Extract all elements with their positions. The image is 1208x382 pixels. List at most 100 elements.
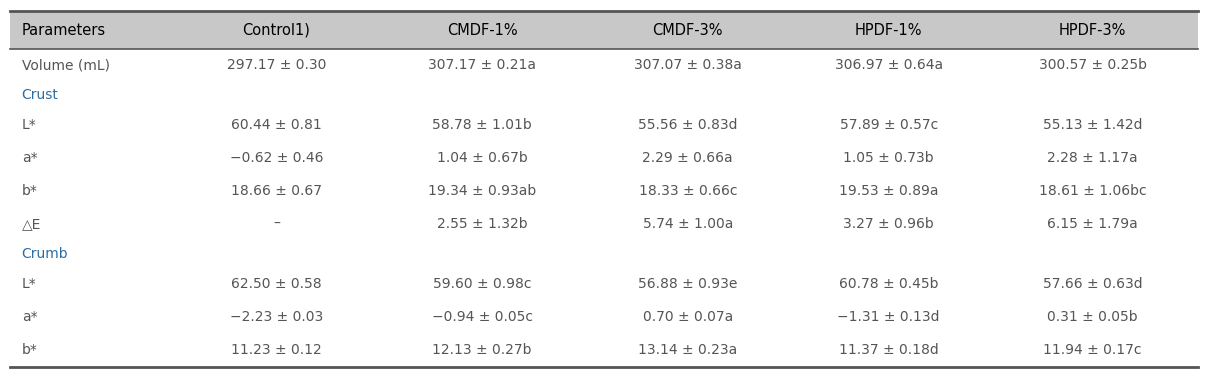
Text: 57.66 ± 0.63d: 57.66 ± 0.63d bbox=[1043, 277, 1143, 291]
Text: a*: a* bbox=[22, 151, 37, 165]
Text: 58.78 ± 1.01b: 58.78 ± 1.01b bbox=[432, 118, 532, 133]
Bar bbox=[174, 175, 379, 208]
Bar bbox=[379, 142, 585, 175]
Bar bbox=[10, 241, 174, 268]
Bar bbox=[987, 175, 1198, 208]
Bar bbox=[174, 109, 379, 142]
Text: 300.57 ± 0.25b: 300.57 ± 0.25b bbox=[1039, 58, 1146, 73]
Bar bbox=[585, 334, 790, 367]
Bar bbox=[174, 301, 379, 334]
Text: Control1): Control1) bbox=[243, 23, 310, 38]
Text: 56.88 ± 0.93e: 56.88 ± 0.93e bbox=[638, 277, 738, 291]
Bar bbox=[174, 142, 379, 175]
Bar bbox=[10, 301, 174, 334]
Text: −0.62 ± 0.46: −0.62 ± 0.46 bbox=[230, 151, 324, 165]
Bar bbox=[585, 109, 790, 142]
Bar bbox=[987, 49, 1198, 82]
Bar bbox=[585, 49, 790, 82]
Text: b*: b* bbox=[22, 185, 37, 198]
Bar bbox=[790, 49, 987, 82]
Bar bbox=[174, 82, 379, 109]
Bar bbox=[379, 82, 585, 109]
Text: 18.61 ± 1.06bc: 18.61 ± 1.06bc bbox=[1039, 185, 1146, 198]
Bar bbox=[10, 11, 174, 49]
Text: Parameters: Parameters bbox=[22, 23, 106, 38]
Text: 19.53 ± 0.89a: 19.53 ± 0.89a bbox=[838, 185, 939, 198]
Text: 3.27 ± 0.96b: 3.27 ± 0.96b bbox=[843, 217, 934, 231]
Text: HPDF-1%: HPDF-1% bbox=[855, 23, 923, 38]
Bar bbox=[10, 208, 174, 241]
Text: 55.13 ± 1.42d: 55.13 ± 1.42d bbox=[1043, 118, 1143, 133]
Text: −1.31 ± 0.13d: −1.31 ± 0.13d bbox=[837, 310, 940, 324]
Text: L*: L* bbox=[22, 118, 36, 133]
Bar bbox=[790, 241, 987, 268]
Text: 1.05 ± 0.73b: 1.05 ± 0.73b bbox=[843, 151, 934, 165]
Bar bbox=[174, 11, 379, 49]
Text: 13.14 ± 0.23a: 13.14 ± 0.23a bbox=[638, 343, 737, 357]
Bar bbox=[379, 241, 585, 268]
Bar bbox=[174, 49, 379, 82]
Text: 11.37 ± 0.18d: 11.37 ± 0.18d bbox=[838, 343, 939, 357]
Text: 1.04 ± 0.67b: 1.04 ± 0.67b bbox=[437, 151, 528, 165]
Text: 307.07 ± 0.38a: 307.07 ± 0.38a bbox=[634, 58, 742, 73]
Text: 2.28 ± 1.17a: 2.28 ± 1.17a bbox=[1047, 151, 1138, 165]
Text: 12.13 ± 0.27b: 12.13 ± 0.27b bbox=[432, 343, 532, 357]
Bar bbox=[379, 175, 585, 208]
Text: HPDF-3%: HPDF-3% bbox=[1059, 23, 1126, 38]
Text: 60.78 ± 0.45b: 60.78 ± 0.45b bbox=[838, 277, 939, 291]
Bar bbox=[987, 334, 1198, 367]
Bar bbox=[790, 175, 987, 208]
Text: 18.33 ± 0.66c: 18.33 ± 0.66c bbox=[639, 185, 737, 198]
Bar bbox=[585, 268, 790, 301]
Bar bbox=[379, 301, 585, 334]
Text: 307.17 ± 0.21a: 307.17 ± 0.21a bbox=[428, 58, 536, 73]
Text: Volume (mL): Volume (mL) bbox=[22, 58, 110, 73]
Bar bbox=[790, 82, 987, 109]
Text: −0.94 ± 0.05c: −0.94 ± 0.05c bbox=[431, 310, 533, 324]
Bar bbox=[379, 208, 585, 241]
Bar bbox=[10, 175, 174, 208]
Text: 60.44 ± 0.81: 60.44 ± 0.81 bbox=[231, 118, 321, 133]
Bar bbox=[585, 208, 790, 241]
Bar bbox=[790, 268, 987, 301]
Bar bbox=[10, 49, 174, 82]
Bar bbox=[585, 241, 790, 268]
Text: 0.31 ± 0.05b: 0.31 ± 0.05b bbox=[1047, 310, 1138, 324]
Bar bbox=[379, 11, 585, 49]
Bar bbox=[585, 82, 790, 109]
Text: 57.89 ± 0.57c: 57.89 ± 0.57c bbox=[840, 118, 937, 133]
Bar bbox=[10, 82, 174, 109]
Bar bbox=[987, 142, 1198, 175]
Bar bbox=[585, 11, 790, 49]
Bar bbox=[174, 208, 379, 241]
Text: 62.50 ± 0.58: 62.50 ± 0.58 bbox=[231, 277, 321, 291]
Bar bbox=[379, 268, 585, 301]
Text: 297.17 ± 0.30: 297.17 ± 0.30 bbox=[227, 58, 326, 73]
Bar bbox=[790, 334, 987, 367]
Text: △E: △E bbox=[22, 217, 41, 231]
Bar bbox=[987, 268, 1198, 301]
Text: 2.55 ± 1.32b: 2.55 ± 1.32b bbox=[437, 217, 528, 231]
Bar bbox=[10, 268, 174, 301]
Text: −2.23 ± 0.03: −2.23 ± 0.03 bbox=[230, 310, 324, 324]
Bar bbox=[987, 11, 1198, 49]
Bar bbox=[585, 301, 790, 334]
Text: a*: a* bbox=[22, 310, 37, 324]
Text: 306.97 ± 0.64a: 306.97 ± 0.64a bbox=[835, 58, 942, 73]
Bar bbox=[174, 241, 379, 268]
Text: b*: b* bbox=[22, 343, 37, 357]
Text: L*: L* bbox=[22, 277, 36, 291]
Text: 2.29 ± 0.66a: 2.29 ± 0.66a bbox=[643, 151, 733, 165]
Bar bbox=[987, 208, 1198, 241]
Bar bbox=[790, 109, 987, 142]
Text: CMDF-1%: CMDF-1% bbox=[447, 23, 517, 38]
Text: Crust: Crust bbox=[22, 88, 59, 102]
Bar bbox=[379, 109, 585, 142]
Text: 11.94 ± 0.17c: 11.94 ± 0.17c bbox=[1044, 343, 1142, 357]
Bar bbox=[379, 49, 585, 82]
Text: 0.70 ± 0.07a: 0.70 ± 0.07a bbox=[643, 310, 733, 324]
Bar bbox=[987, 301, 1198, 334]
Bar bbox=[10, 109, 174, 142]
Bar bbox=[987, 109, 1198, 142]
Bar bbox=[174, 268, 379, 301]
